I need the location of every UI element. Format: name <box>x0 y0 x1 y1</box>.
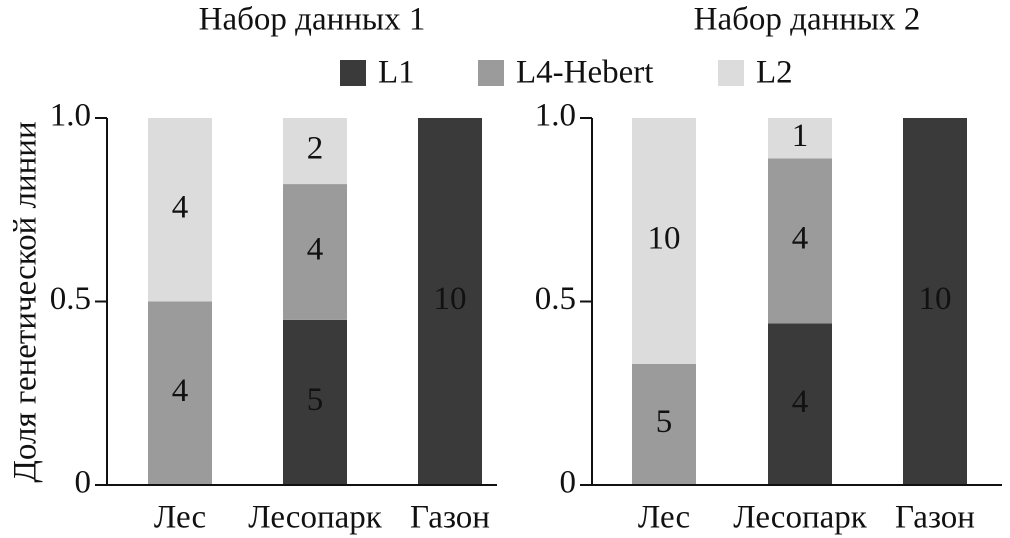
legend-label: L1 <box>378 55 415 91</box>
bar-segment <box>768 118 832 159</box>
data-label: 10 <box>919 281 952 317</box>
legend-label: L2 <box>756 55 793 91</box>
legend-swatch <box>718 60 744 86</box>
data-label: 4 <box>307 232 324 268</box>
bar-segment <box>283 184 347 320</box>
bar-segment <box>632 118 696 364</box>
chart-title: Набор данных 1 <box>199 2 426 38</box>
data-label: 4 <box>792 384 809 420</box>
bar-segment <box>148 301 212 485</box>
bar-segment <box>283 118 347 185</box>
legend-swatch <box>478 60 504 86</box>
data-label: 5 <box>656 404 673 440</box>
x-tick-label: Лесопарк <box>733 500 868 536</box>
y-tick-label: 1.0 <box>535 98 576 134</box>
bar-segment <box>768 323 832 485</box>
data-label: 4 <box>792 221 809 257</box>
data-label: 10 <box>434 281 467 317</box>
bar-segment <box>768 158 832 324</box>
y-axis-label: Доля генетической линии <box>8 121 44 482</box>
data-label: 10 <box>648 221 681 257</box>
x-tick-label: Лесопарк <box>248 500 383 536</box>
x-tick-label: Лес <box>638 500 690 536</box>
bar-segment <box>632 363 696 485</box>
y-tick-label: 0 <box>560 465 577 501</box>
x-tick-label: Лес <box>154 500 206 536</box>
data-label: 2 <box>307 131 324 167</box>
bar-segment <box>418 118 482 485</box>
data-label: 1 <box>792 118 809 154</box>
x-tick-label: Газон <box>410 500 490 536</box>
data-label: 5 <box>307 382 324 418</box>
y-tick-label: 1.0 <box>50 98 91 134</box>
legend-label: L4-Hebert <box>516 55 653 91</box>
data-label: 4 <box>172 373 189 409</box>
y-tick-label: 0 <box>75 465 92 501</box>
data-label: 4 <box>172 189 189 225</box>
y-tick-label: 0.5 <box>50 281 91 317</box>
y-tick-label: 0.5 <box>535 281 576 317</box>
bar-segment <box>903 118 967 485</box>
chart-title: Набор данных 2 <box>694 2 921 38</box>
bar-segment <box>283 319 347 485</box>
x-tick-label: Газон <box>895 500 975 536</box>
legend-swatch <box>340 60 366 86</box>
bar-segment <box>148 118 212 302</box>
